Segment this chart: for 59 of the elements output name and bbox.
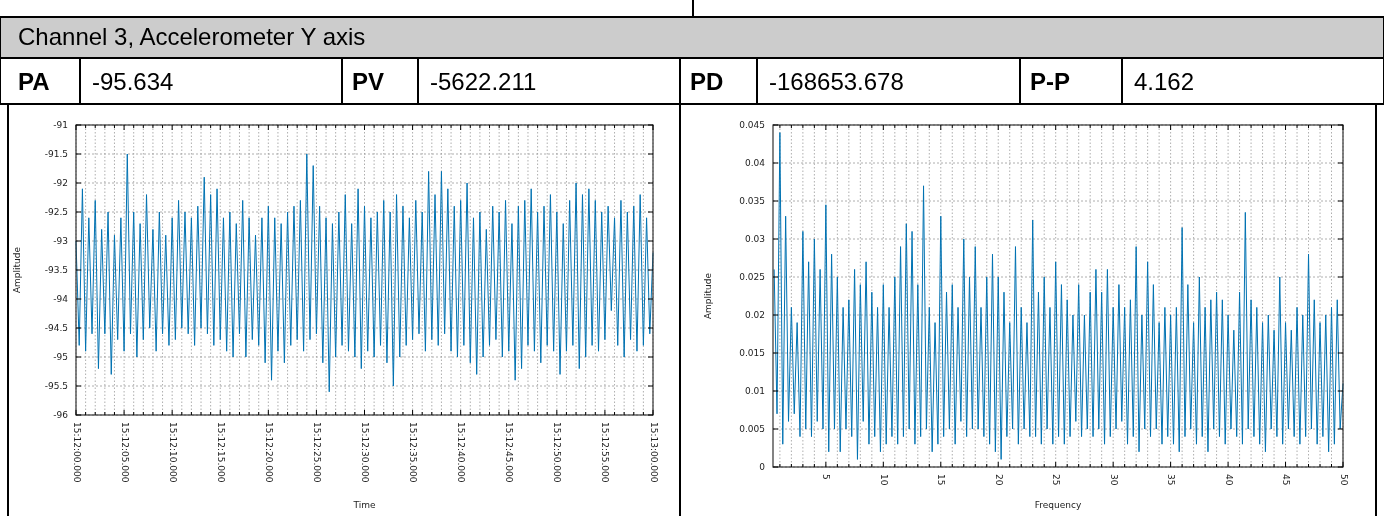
y-tick-label: 0.035 [739,195,765,206]
x-tick-label: 15:12:55.000 [600,422,611,483]
y-tick-label: -96 [53,409,69,420]
x-axis-title: Time [352,500,376,510]
y-axis-title: Amplitude [12,246,22,294]
text: PA [18,68,50,95]
x-tick-label: 15:12:10.000 [167,422,178,483]
x-tick-label: 15:12:20.000 [263,422,274,483]
x-tick-label: 15:12:00.000 [71,422,82,483]
x-tick-label: 35 [1166,474,1177,486]
x-tick-label: 20 [993,474,1004,486]
y-tick-label: -92.5 [44,206,68,217]
x-tick-label: 25 [1051,474,1062,486]
text: P-P [1030,68,1071,95]
y-tick-label: -95 [53,351,68,362]
y-tick-label: -91 [53,119,68,130]
text: PD [690,68,724,95]
y-tick-label: -94 [53,293,69,304]
x-tick-label: 15:13:00.000 [648,422,659,483]
text: -168653.678 [769,68,904,95]
y-tick-label: 0.045 [739,119,765,130]
text: -95.634 [92,68,174,95]
x-tick-label: 10 [878,474,889,486]
x-tick-label: 15:12:50.000 [552,422,563,483]
y-tick-label: -94.5 [44,322,68,333]
y-tick-label: 0.01 [744,385,765,396]
y-tick-label: 0.04 [744,157,766,168]
y-tick-label: 0.02 [744,309,765,320]
line-series [75,153,654,393]
y-tick-label: -93 [53,235,68,246]
x-axis-title: Frequency [1034,500,1082,510]
y-tick-label: 0.025 [739,271,765,282]
x-tick-label: 45 [1281,474,1292,486]
x-tick-label: 15:12:30.000 [360,422,370,483]
x-tick-label: 30 [1108,474,1119,486]
x-tick-label: 5 [821,474,832,480]
x-tick-label: 15:12:40.000 [456,422,467,483]
y-tick-label: 0.03 [744,233,765,244]
y-tick-label: -95.5 [44,380,68,391]
y-tick-label: -93.5 [44,264,68,275]
text: PV [352,68,385,95]
x-tick-label: 40 [1223,474,1234,486]
x-tick-label: 15:12:15.000 [215,422,226,483]
line-series [773,132,1344,460]
x-tick-label: 15:12:35.000 [408,422,419,483]
x-tick-label: 50 [1338,474,1349,486]
x-tick-label: 15:12:25.000 [311,422,322,483]
y-tick-label: 0.015 [739,347,765,358]
y-tick-label: 0 [759,461,766,472]
y-tick-label: 0.005 [739,423,765,434]
y-axis-title: Amplitude [703,272,713,320]
text: Channel 3, Accelerometer Y axis [18,23,366,50]
x-tick-label: 15:12:05.000 [119,422,130,483]
y-tick-label: -92 [53,177,68,188]
text: 4.162 [1134,68,1195,95]
x-tick-label: 15:12:45.000 [504,422,515,483]
text: -5622.211 [430,68,537,95]
x-tick-label: 15 [936,474,947,486]
y-tick-label: -91.5 [44,148,68,159]
